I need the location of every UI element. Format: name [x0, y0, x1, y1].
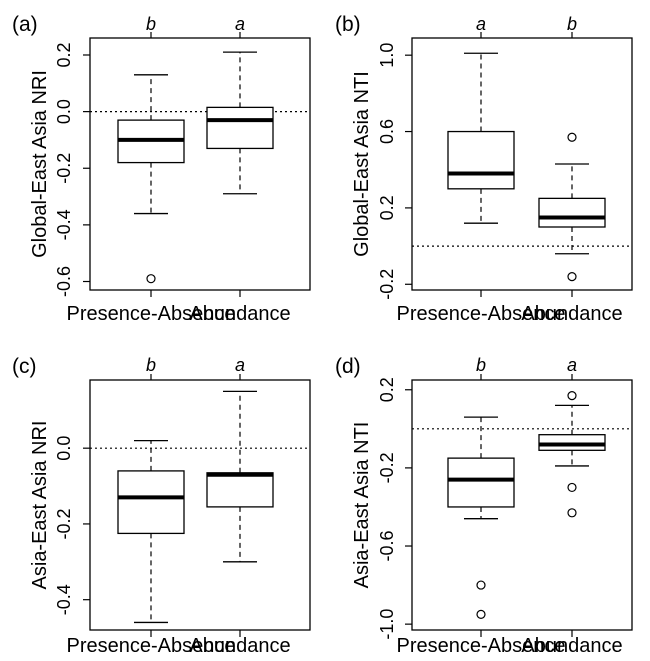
iqr-box [206, 472, 274, 508]
y-axis-label: Global-East Asia NRI [29, 70, 51, 258]
x-category-label: Presence-Absence [397, 303, 566, 325]
x-category-label: Presence-Absence [67, 635, 236, 657]
box-presence-absence [447, 416, 515, 619]
significance-letter: a [235, 355, 245, 375]
significance-letter: a [567, 355, 577, 375]
plot-frame [411, 379, 633, 631]
y-axis-label: Asia-East Asia NTI [351, 422, 373, 589]
y-tick-label: -0.2 [377, 452, 397, 483]
x-category-label: Abundance [521, 635, 622, 657]
panel-label: (d) [335, 355, 361, 378]
outlier-point [567, 508, 577, 518]
y-tick-label: -1.0 [377, 609, 397, 640]
iqr-box [206, 106, 274, 150]
box-presence-absence [117, 439, 185, 624]
box-presence-absence [447, 52, 515, 224]
y-tick-label: 0.2 [377, 377, 397, 402]
y-tick-label: -0.6 [377, 531, 397, 562]
y-axis-label: Global-East Asia NTI [351, 71, 373, 257]
plot-frame [89, 379, 311, 631]
box-abundance [538, 132, 606, 282]
x-category-label: Abundance [521, 303, 622, 325]
plot-frame [89, 37, 311, 291]
iqr-box [117, 470, 185, 535]
significance-letter: b [567, 14, 577, 34]
significance-letter: a [235, 14, 245, 34]
y-tick-label: -0.2 [377, 269, 397, 300]
y-tick-label: -0.2 [54, 508, 74, 539]
y-tick-label: 0.0 [54, 99, 74, 124]
y-tick-label: 1.0 [377, 43, 397, 68]
x-category-label: Presence-Absence [397, 635, 566, 657]
x-category-label: Presence-Absence [67, 303, 236, 325]
y-tick-label: 0.6 [377, 119, 397, 144]
outlier-point [567, 482, 577, 493]
y-tick-label: 0.2 [377, 195, 397, 220]
outlier-point [567, 391, 577, 401]
y-axis-label: Asia-East Asia NRI [29, 421, 51, 590]
y-tick-label: 0.0 [54, 436, 74, 461]
significance-letter: a [476, 14, 486, 34]
panel-label: (c) [12, 355, 37, 378]
iqr-box [447, 130, 515, 190]
outlier-point [476, 580, 486, 590]
box-abundance [206, 51, 274, 195]
significance-letter: b [476, 355, 486, 375]
panel-label: (a) [12, 13, 38, 36]
x-category-label: Abundance [189, 635, 290, 657]
y-tick-label: -0.4 [54, 209, 74, 240]
box-abundance [538, 391, 606, 518]
y-tick-label: -0.2 [54, 153, 74, 184]
plot-frame [411, 37, 633, 291]
outlier-point [476, 609, 486, 619]
outlier-point [567, 132, 577, 142]
box-abundance [206, 390, 274, 563]
y-tick-label: 0.2 [54, 42, 74, 67]
x-category-label: Abundance [189, 303, 290, 325]
panel-3: (c) Asia-East Asia NRI 0.0 -0.2 -0.4 b Presenc… [12, 355, 311, 657]
significance-letter: b [146, 14, 156, 34]
iqr-box [538, 197, 606, 228]
outlier-point [146, 274, 156, 284]
panel-label: (b) [335, 13, 361, 36]
y-tick-label: -0.6 [54, 266, 74, 297]
box-presence-absence [117, 74, 185, 284]
outlier-point [567, 272, 577, 282]
iqr-box [447, 457, 515, 508]
significance-letter: b [146, 355, 156, 375]
y-tick-label: -0.4 [54, 584, 74, 615]
